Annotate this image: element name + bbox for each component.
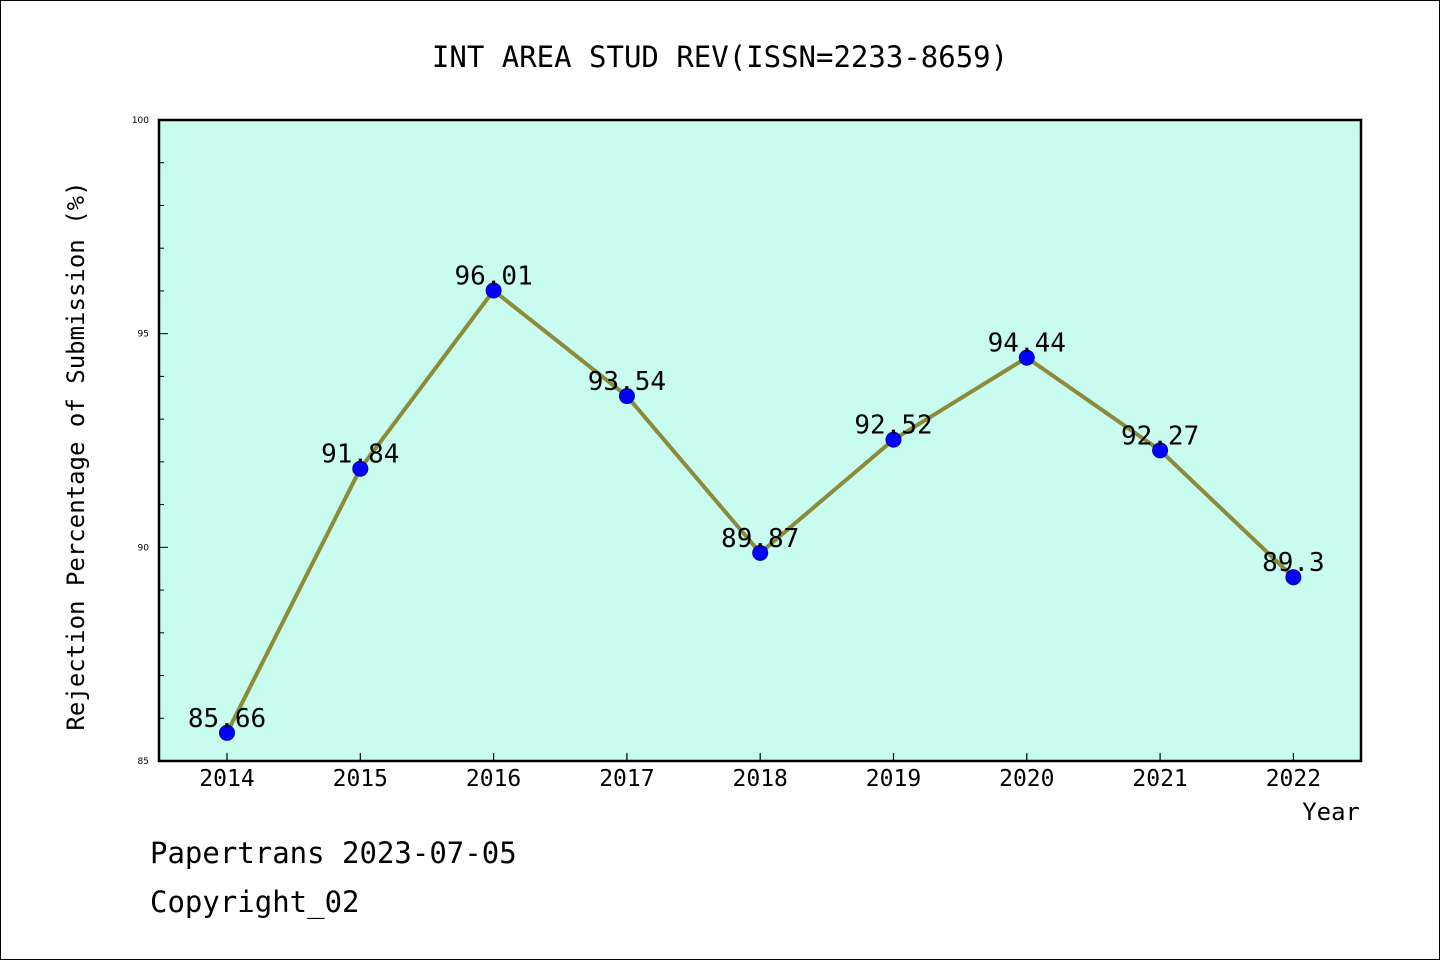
x-tick-label: 2014 [199, 766, 254, 792]
data-point [352, 460, 369, 477]
footer-date: Papertrans 2023-07-05 [150, 836, 517, 870]
data-point [485, 282, 502, 299]
data-point [752, 544, 769, 561]
data-label: 85.66 [188, 704, 266, 734]
data-label: 92.52 [854, 411, 932, 441]
data-point [1285, 569, 1302, 586]
data-label: 89.3 [1262, 548, 1325, 578]
chart-title: INT AREA STUD REV(ISSN=2233-8659) [432, 40, 1008, 74]
data-label: 96.01 [454, 262, 532, 292]
data-label: 91.84 [321, 440, 399, 470]
x-tick-label: 2021 [1132, 766, 1187, 792]
data-point [885, 431, 902, 448]
data-point [219, 724, 235, 741]
x-tick-label: 2022 [1266, 766, 1321, 792]
x-tick-label: 2015 [333, 766, 388, 792]
x-tick-label: 2016 [466, 766, 521, 792]
data-point [1152, 442, 1169, 459]
x-tick-label: 2019 [866, 766, 921, 792]
data-label: 92.27 [1121, 421, 1199, 451]
data-point [618, 388, 635, 405]
x-tick-label: 2020 [999, 766, 1054, 792]
x-axis: 2014 2015 2016 2017 2018 2019 2020 2021 2022 [199, 753, 1321, 792]
y-tick-label: 100 [132, 116, 149, 126]
data-label: 94.44 [988, 329, 1066, 359]
y-axis: 85 90 95 100 [132, 116, 168, 767]
footer-copyright: Copyright_02 [150, 885, 360, 919]
plot-area [157, 118, 1363, 763]
data-point [1018, 349, 1035, 366]
y-tick-label: 85 [138, 757, 149, 767]
data-label: 93.54 [588, 367, 666, 397]
y-tick-label: 90 [138, 543, 150, 553]
x-axis-label: Year [1302, 798, 1360, 826]
y-axis-label: Rejection Percentage of Submission (%) [62, 181, 90, 730]
x-tick-label: 2018 [733, 766, 788, 792]
x-tick-label: 2017 [599, 766, 654, 792]
y-tick-label: 95 [138, 330, 149, 340]
series-layer: 85.66 91.84 96.01 93.54 89.87 92.52 94.44 92.27… [188, 262, 1325, 741]
data-label: 89.87 [721, 524, 799, 554]
